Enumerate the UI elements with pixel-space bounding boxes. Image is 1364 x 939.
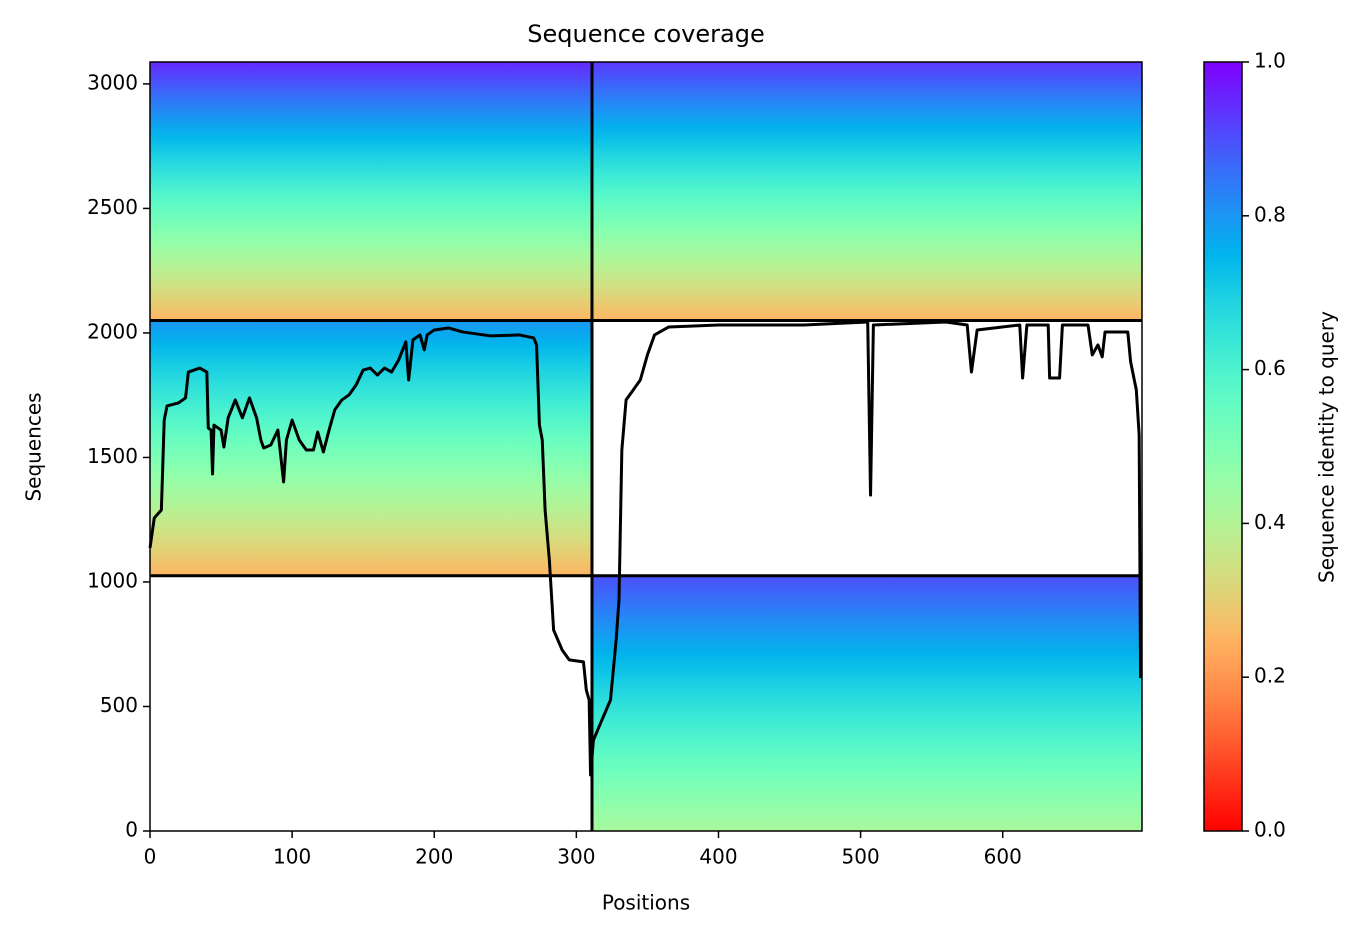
colorbar-tick-label: 1.0 — [1254, 49, 1286, 73]
msa-block — [591, 575, 1142, 831]
x-tick-label: 0 — [144, 845, 157, 869]
y-tick-label: 0 — [125, 818, 138, 842]
chart-title: Sequence coverage — [527, 20, 764, 48]
msa-block — [150, 62, 592, 321]
y-tick-label: 3000 — [87, 70, 138, 94]
colorbar-label: Sequence identity to query — [1315, 311, 1339, 583]
colorbar-tick-label: 0.4 — [1254, 510, 1286, 534]
plot-frame — [149, 61, 1143, 832]
msa-block — [150, 320, 592, 576]
x-tick-label: 100 — [273, 845, 311, 869]
x-tick-label: 600 — [984, 845, 1022, 869]
y-axis-label: Sequences — [22, 392, 46, 501]
x-tick-label: 200 — [415, 845, 453, 869]
y-tick-label: 2000 — [87, 319, 138, 343]
colorbar-tick-label: 0.6 — [1254, 356, 1286, 380]
y-tick-label: 2500 — [87, 195, 138, 219]
msa-block — [591, 62, 1142, 321]
colorbar-tick-label: 0.8 — [1254, 202, 1286, 226]
colorbar — [1203, 61, 1243, 832]
y-tick-label: 500 — [100, 693, 138, 717]
y-tick-label: 1000 — [87, 568, 138, 592]
colorbar-tick-label: 0.0 — [1254, 818, 1286, 842]
x-tick-label: 500 — [842, 845, 880, 869]
x-tick-label: 300 — [557, 845, 595, 869]
colorbar-tick-label: 0.2 — [1254, 664, 1286, 688]
x-axis-label: Positions — [602, 891, 690, 915]
coverage-line — [148, 320, 1143, 777]
y-tick-label: 1500 — [87, 444, 138, 468]
x-tick-label: 400 — [699, 845, 737, 869]
